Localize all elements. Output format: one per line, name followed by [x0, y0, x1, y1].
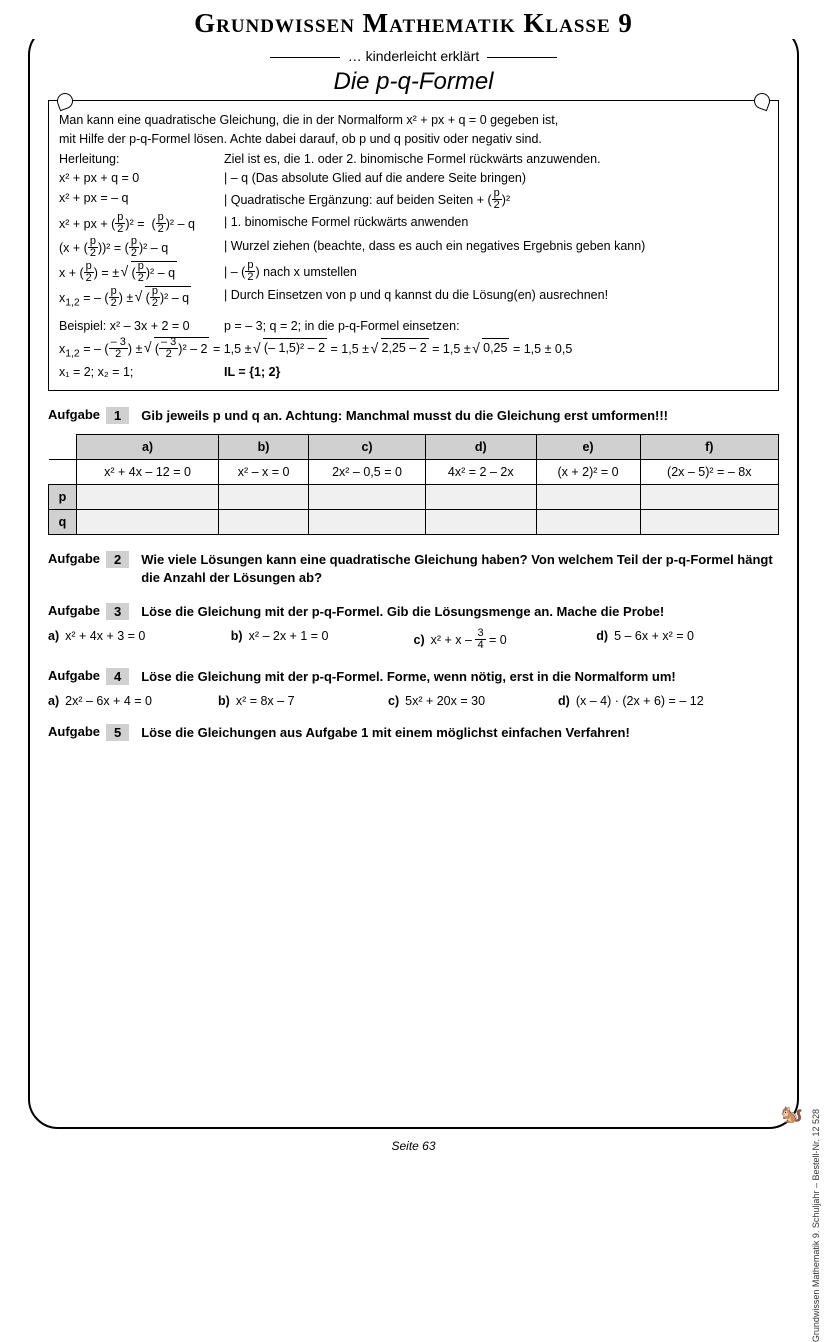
blank-cell[interactable]: [219, 484, 309, 509]
eq-row-3: a)x² + 4x + 3 = 0 b)x² – 2x + 1 = 0 c)x²…: [48, 629, 779, 652]
beispiel-label: Beispiel: x² – 3x + 2 = 0: [59, 317, 224, 336]
step-eq: x1,2 = – (p2) ± (p2)² – q: [59, 286, 224, 311]
exercise-table: a) b) c) d) e) f) x² + 4x – 12 = 0 x² – …: [48, 434, 779, 535]
col-header: b): [219, 434, 309, 459]
main-title: Grundwissen Mathematik Klasse 9: [0, 8, 827, 39]
step-note: | – (p2) nach x umstellen: [224, 261, 768, 285]
blank-cell[interactable]: [77, 509, 219, 534]
blank-cell[interactable]: [77, 484, 219, 509]
herleitung-label: Herleitung:: [59, 150, 224, 169]
subtitle: … kinderleicht erklärt: [244, 48, 584, 64]
eq-cell: x² – x = 0: [219, 459, 309, 484]
eq-row-4: a)2x² – 6x + 4 = 0 b)x² = 8x – 7 c)5x² +…: [48, 694, 779, 708]
side-text: Grundwissen Mathematik 9. Schuljahr – Be…: [811, 1109, 821, 1342]
step-note: | Wurzel ziehen (beachte, dass es auch e…: [224, 237, 768, 260]
eq-cell: (x + 2)² = 0: [536, 459, 640, 484]
section-title: Die p-q-Formel: [0, 68, 827, 96]
aufgabe-4: Aufgabe 4 Löse die Gleichung mit der p-q…: [48, 668, 779, 686]
eq: (x – 4) · (2x + 6) = – 12: [576, 694, 704, 708]
col-header: f): [640, 434, 778, 459]
step-note: | Quadratische Ergänzung: auf beiden Sei…: [224, 189, 768, 212]
result: x₁ = 2; x₂ = 1;: [59, 363, 224, 382]
eq: 2x² – 6x + 4 = 0: [65, 694, 152, 708]
aufgabe-1: Aufgabe 1 Gib jeweils p und q an. Achtun…: [48, 407, 779, 425]
intro-line: Man kann eine quadratische Gleichung, di…: [59, 111, 768, 130]
eq: 5x² + 20x = 30: [405, 694, 485, 708]
eq: x² + x – 34 = 0: [431, 633, 507, 647]
col-header: e): [536, 434, 640, 459]
aufgabe-2: Aufgabe 2 Wie viele Lösungen kann eine q…: [48, 551, 779, 587]
step-note: | – q (Das absolute Glied auf die andere…: [224, 169, 768, 188]
beispiel-text: p = – 3; q = 2; in die p-q-Formel einset…: [224, 317, 768, 336]
step-eq: x² + px + (p2)² = (p2)² – q: [59, 213, 224, 236]
blank-cell[interactable]: [309, 484, 426, 509]
row-p: p: [49, 484, 77, 509]
eq-cell: x² + 4x – 12 = 0: [77, 459, 219, 484]
page-number: Seite 63: [0, 1139, 827, 1153]
eq-cell: 2x² – 0,5 = 0: [309, 459, 426, 484]
blank-cell[interactable]: [536, 484, 640, 509]
col-header: d): [425, 434, 536, 459]
step-eq: x² + px = – q: [59, 189, 224, 212]
aufgabe-3: Aufgabe 3 Löse die Gleichung mit der p-q…: [48, 603, 779, 621]
content: Man kann eine quadratische Gleichung, di…: [48, 100, 779, 748]
intro-line: mit Hilfe der p-q-Formel lösen. Achte da…: [59, 130, 768, 149]
eq-cell: 4x² = 2 – 2x: [425, 459, 536, 484]
blank-cell[interactable]: [425, 509, 536, 534]
row-q: q: [49, 509, 77, 534]
blank-cell[interactable]: [640, 484, 778, 509]
col-header: c): [309, 434, 426, 459]
step-eq: (x + (p2))² = (p2)² – q: [59, 237, 224, 260]
blank-cell[interactable]: [219, 509, 309, 534]
eq-cell: (2x – 5)² = – 8x: [640, 459, 778, 484]
il: IL = {1; 2}: [224, 363, 768, 382]
eq: x² – 2x + 1 = 0: [249, 629, 329, 643]
blank-cell[interactable]: [309, 509, 426, 534]
blank-cell[interactable]: [640, 509, 778, 534]
blank-cell[interactable]: [536, 509, 640, 534]
beispiel-calc: x1,2 = – (– 32) ± (– 32)² – 2 = 1,5 ± (–…: [59, 337, 768, 362]
eq: 5 – 6x + x² = 0: [614, 629, 694, 643]
step-note: | 1. binomische Formel rückwärts anwende…: [224, 213, 768, 236]
blank-cell[interactable]: [425, 484, 536, 509]
eq: x² + 4x + 3 = 0: [65, 629, 145, 643]
step-note: | Durch Einsetzen von p und q kannst du …: [224, 286, 768, 311]
publisher-logo-icon: 🐿️: [781, 1104, 803, 1125]
info-box: Man kann eine quadratische Gleichung, di…: [48, 100, 779, 391]
aufgabe-5: Aufgabe 5 Löse die Gleichungen aus Aufga…: [48, 724, 779, 742]
eq: x² = 8x – 7: [236, 694, 295, 708]
step-eq: x² + px + q = 0: [59, 169, 224, 188]
herleitung-text: Ziel ist es, die 1. oder 2. binomische F…: [224, 150, 768, 169]
step-eq: x + (p2) = ± (p2)² – q: [59, 261, 224, 285]
col-header: a): [77, 434, 219, 459]
